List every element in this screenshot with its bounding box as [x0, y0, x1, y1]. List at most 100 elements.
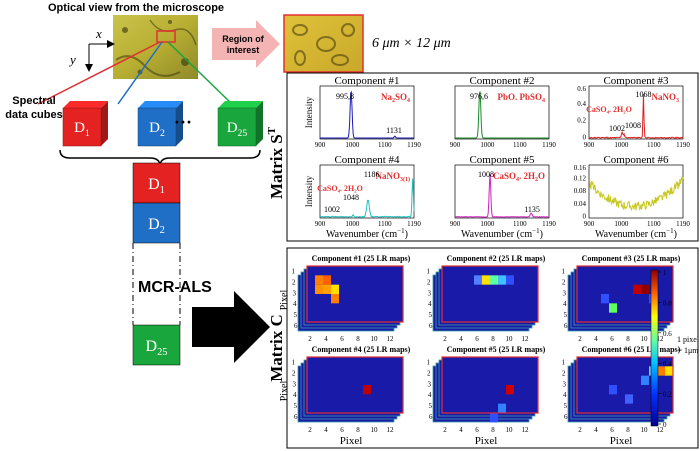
map-y-tick: 6	[429, 322, 433, 330]
map-xlabel: Pixel	[340, 435, 363, 447]
map-x-tick: 12	[657, 335, 665, 343]
map-x-tick: 2	[443, 335, 447, 343]
stack-label-1: D1	[148, 176, 165, 196]
map-front	[577, 357, 673, 413]
map-x-tick: 2	[578, 335, 582, 343]
unfolded-stack: D1 D2 D25	[132, 162, 181, 366]
cube-side	[101, 101, 108, 146]
map-y-tick: 6	[294, 413, 298, 421]
map-x-tick: 8	[491, 335, 495, 343]
intensity-label: Intensity	[304, 96, 314, 128]
colorbar	[650, 269, 659, 427]
cube-ellipsis: ···	[174, 112, 192, 132]
map-y-tick: 2	[427, 279, 431, 287]
cube-top	[63, 101, 108, 108]
cube-face-1	[62, 107, 102, 147]
roi-texture	[292, 23, 355, 66]
map-ylabel: Pixel	[279, 290, 290, 311]
map-x-tick: 10	[641, 335, 649, 343]
spectrum-panel-5: Component #5 900 1000 1100 1190 CaSO4. 2H2O10…	[450, 154, 557, 240]
map-x-tick: 12	[522, 426, 530, 434]
peak-label: 995,8	[336, 92, 354, 101]
map-y-tick: 2	[562, 370, 566, 378]
map-frame	[441, 265, 539, 323]
cube-label-1: D1	[74, 120, 90, 139]
spectrum-panel-6: Component #6 900 1000 1100 1190 0.16 0.12 0.08 0…	[574, 154, 691, 240]
map-hot-pixel	[609, 303, 617, 313]
map-front	[442, 266, 538, 322]
y-tick: 0	[583, 212, 587, 220]
cube-side	[256, 101, 263, 146]
map-title: Component #1 (25 LR maps)	[312, 254, 411, 263]
map-y-tick: 4	[293, 391, 297, 399]
x-tick: 1000	[345, 141, 360, 149]
pixel-note-line2: = 1μm	[677, 346, 699, 355]
axis-x-label: x	[95, 26, 102, 41]
map-x-tick: 8	[491, 426, 495, 434]
spectral-label-line2: data cubes	[5, 109, 62, 121]
pixel-note-line1: 1 pixel	[677, 335, 700, 344]
map-x-tick: 6	[475, 335, 479, 343]
map-y-tick: 6	[564, 322, 568, 330]
map-frame	[306, 356, 404, 414]
map-y-tick: 4	[563, 391, 567, 399]
map-x-tick: 2	[308, 426, 312, 434]
matrix-c-frame	[286, 247, 699, 449]
x-tick: 1100	[378, 220, 392, 228]
x-tick: 1100	[513, 220, 527, 228]
map-y-tick: 5	[294, 402, 298, 410]
x-tick: 1000	[345, 220, 360, 228]
y-tick: 0.16	[574, 164, 587, 172]
optical-view-title: Optical view from the microscope	[48, 2, 224, 14]
intensity-label: Intensity	[304, 175, 314, 207]
x-tick: 1000	[480, 141, 495, 149]
y-tick: 0.08	[574, 187, 587, 195]
map-xlabel: Pixel	[610, 435, 633, 447]
map-hot-pixel	[490, 275, 498, 285]
wavenumber-label: Wavenumber (cm−1)	[461, 227, 543, 240]
roi-size-label: 6 μm × 12 μm	[372, 36, 451, 51]
map-hot-pixel	[625, 394, 633, 404]
x-tick: 1000	[480, 220, 495, 228]
map-y-tick: 4	[428, 391, 432, 399]
map-x-tick: 10	[641, 426, 649, 434]
x-tick: 1100	[647, 141, 661, 149]
map-xlabel: Pixel	[475, 435, 498, 447]
map-title: Component #6 (25 LR maps)	[582, 345, 681, 354]
map-y-tick: 3	[293, 380, 297, 388]
x-tick: 900	[315, 141, 326, 149]
map-hot-pixel	[315, 284, 323, 294]
map-title: Component #2 (25 LR maps)	[447, 254, 546, 263]
map-ylabel: Pixel	[279, 381, 290, 402]
y-tick: 0.4	[577, 100, 586, 108]
cube-label-2: D2	[149, 120, 165, 139]
roi-marker	[156, 30, 176, 43]
map-hot-pixel	[641, 284, 649, 294]
map-front	[577, 266, 673, 322]
spectrum-axes	[454, 164, 550, 219]
stack-block-1	[132, 162, 181, 204]
map-hot-pixel	[363, 385, 371, 395]
map-y-tick: 3	[428, 380, 432, 388]
map-x-tick: 8	[626, 335, 630, 343]
map-hot-pixel	[331, 294, 339, 304]
x-tick: 1000	[614, 220, 629, 228]
colorbar-tick-label: 0	[663, 421, 667, 429]
x-tick: 1190	[542, 141, 556, 149]
map-front	[307, 357, 403, 413]
species-label: Na2SO4	[381, 92, 410, 104]
spectral-label-line1: Spectral	[12, 95, 55, 107]
spectrum-title: Component #1	[334, 75, 399, 87]
matrix-s-label: Matrix ST	[266, 126, 286, 199]
extra-species: CaSO₄. 2H₂O	[586, 105, 632, 114]
spectrum-panel-3: Component #3 900 1000 1100 1190 0.6 0.4 0.2 0 NaN…	[577, 75, 690, 149]
spectrum-line	[588, 175, 684, 212]
stack-block-3	[132, 324, 181, 366]
map-hot-pixel	[641, 375, 649, 385]
x-tick: 1100	[513, 141, 527, 149]
cube-face-3	[217, 107, 257, 147]
x-tick: 1190	[676, 220, 690, 228]
colorbar-tick-label: 1	[663, 269, 667, 277]
y-tick: 0.04	[574, 200, 587, 208]
spectrum-axes	[319, 85, 415, 140]
